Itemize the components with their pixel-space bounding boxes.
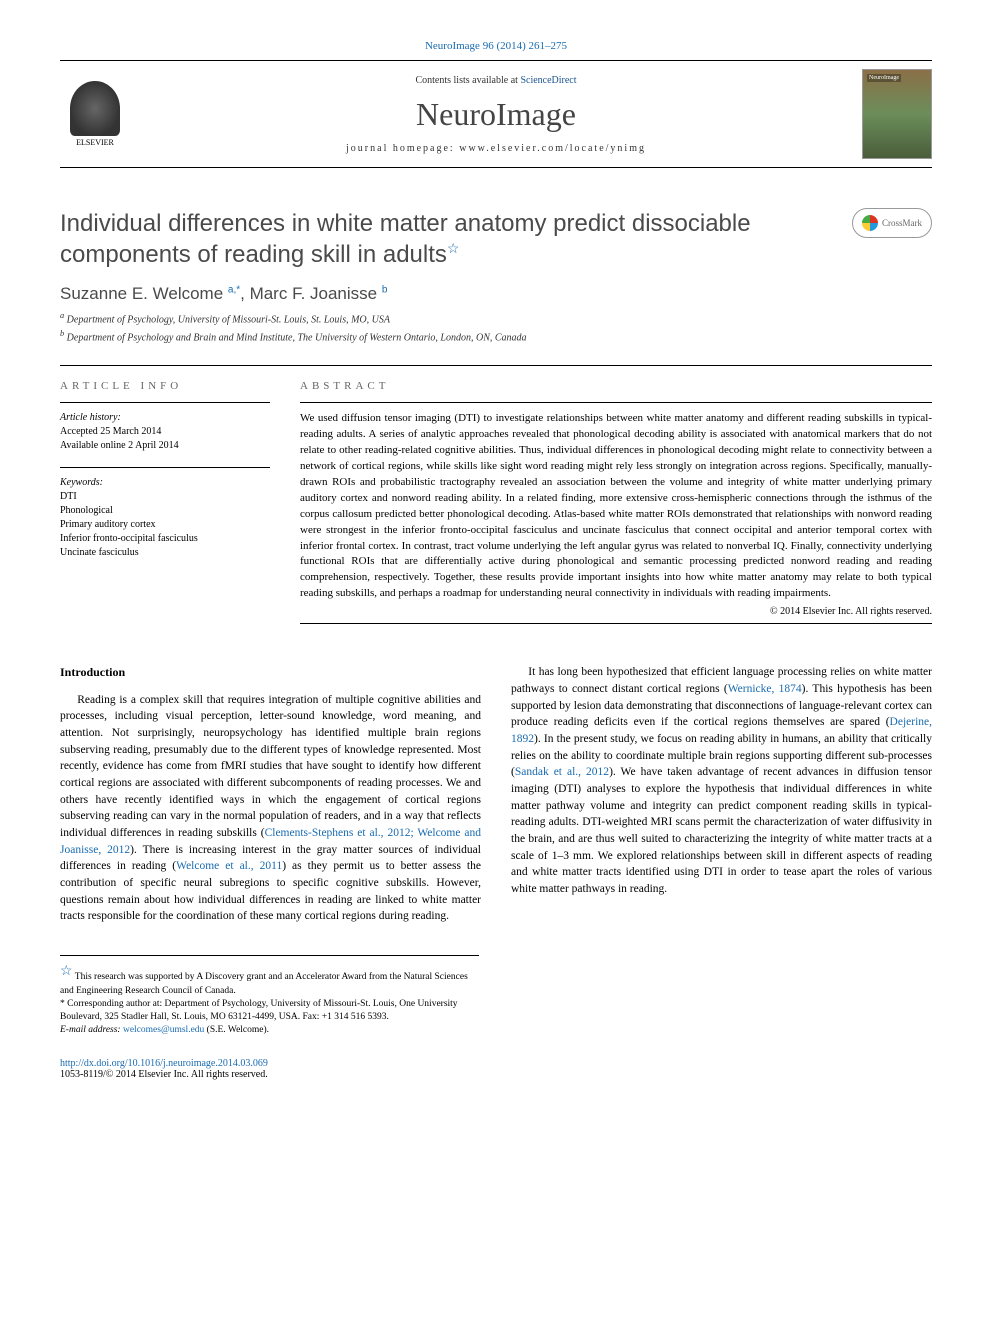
journal-ref-link[interactable]: NeuroImage 96 (2014) 261–275 [425, 40, 567, 52]
keyword-1: DTI [60, 490, 270, 504]
footnote-corr-text: Corresponding author at: Department of P… [60, 999, 458, 1022]
abstract-copyright: © 2014 Elsevier Inc. All rights reserved… [300, 606, 932, 617]
crossmark-badge[interactable]: CrossMark [852, 208, 932, 238]
affiliation-b: b Department of Psychology and Brain and… [60, 328, 932, 345]
footnote-email: E-mail address: welcomes@umsl.edu (S.E. … [60, 1024, 479, 1037]
doi-link[interactable]: http://dx.doi.org/10.1016/j.neuroimage.2… [60, 1058, 268, 1069]
page-footer: http://dx.doi.org/10.1016/j.neuroimage.2… [60, 1058, 932, 1080]
footnote-funding: ☆ This research was supported by A Disco… [60, 962, 479, 998]
intro-p2d: ). We have taken advantage of recent adv… [511, 766, 932, 895]
homepage-prefix: journal homepage: [346, 143, 459, 154]
keywords-label: Keywords: [60, 476, 270, 490]
title-text: Individual differences in white matter a… [60, 210, 751, 268]
article-info-column: article info Article history: Accepted 2… [60, 380, 270, 624]
intro-paragraph-1: Reading is a complex skill that requires… [60, 692, 481, 925]
history-label: Article history: [60, 411, 270, 425]
homepage-url: www.elsevier.com/locate/ynimg [459, 143, 646, 154]
article-page: NeuroImage 96 (2014) 261–275 ELSEVIER Co… [0, 0, 992, 1120]
abstract-text: We used diffusion tensor imaging (DTI) t… [300, 402, 932, 602]
citation-welcome2011[interactable]: Welcome et al., 2011 [176, 860, 282, 872]
title-section: Individual differences in white matter a… [60, 208, 932, 270]
affiliations: a Department of Psychology, University o… [60, 310, 932, 345]
history-online: Available online 2 April 2014 [60, 439, 270, 453]
journal-name: NeuroImage [130, 96, 862, 133]
contents-line: Contents lists available at ScienceDirec… [130, 75, 862, 86]
intro-paragraph-2: It has long been hypothesized that effic… [511, 664, 932, 897]
body-columns: Introduction Reading is a complex skill … [60, 664, 932, 925]
abstract-column: abstract We used diffusion tensor imagin… [300, 380, 932, 624]
elsevier-label: ELSEVIER [76, 138, 114, 147]
info-abstract-row: article info Article history: Accepted 2… [60, 365, 932, 624]
issn-copyright: 1053-8119/© 2014 Elsevier Inc. All right… [60, 1069, 932, 1080]
journal-cover-thumbnail [862, 69, 932, 159]
intro-p1a: Reading is a complex skill that requires… [60, 694, 481, 839]
affiliation-b-text: Department of Psychology and Brain and M… [67, 332, 527, 343]
keyword-5: Uncinate fasciculus [60, 546, 270, 560]
citation-sandak[interactable]: Sandak et al., 2012 [515, 766, 609, 778]
email-link[interactable]: welcomes@umsl.edu [123, 1025, 204, 1035]
citation-wernicke[interactable]: Wernicke, 1874 [728, 683, 802, 695]
elsevier-tree-icon [70, 81, 120, 136]
article-history-block: Article history: Accepted 25 March 2014 … [60, 402, 270, 453]
journal-reference: NeuroImage 96 (2014) 261–275 [60, 40, 932, 52]
author-2: , Marc F. Joanisse [240, 284, 382, 303]
footnotes: ☆ This research was supported by A Disco… [60, 955, 479, 1038]
keyword-2: Phonological [60, 504, 270, 518]
abstract-bottom-rule [300, 623, 932, 624]
article-title: Individual differences in white matter a… [60, 208, 832, 270]
elsevier-logo: ELSEVIER [60, 74, 130, 154]
journal-header: ELSEVIER Contents lists available at Sci… [60, 60, 932, 168]
keywords-block: Keywords: DTI Phonological Primary audit… [60, 467, 270, 560]
author-2-sup: b [382, 285, 388, 296]
contents-prefix: Contents lists available at [415, 75, 520, 86]
history-accepted: Accepted 25 March 2014 [60, 425, 270, 439]
author-1: Suzanne E. Welcome [60, 284, 228, 303]
journal-homepage: journal homepage: www.elsevier.com/locat… [130, 143, 862, 154]
header-center: Contents lists available at ScienceDirec… [130, 75, 862, 154]
title-footnote-star: ☆ [447, 240, 460, 256]
email-label: E-mail address: [60, 1025, 123, 1035]
keyword-3: Primary auditory cortex [60, 518, 270, 532]
sciencedirect-link[interactable]: ScienceDirect [520, 75, 576, 86]
footnote-corresponding: * Corresponding author at: Department of… [60, 998, 479, 1025]
footnote-funding-text: This research was supported by A Discove… [60, 972, 468, 995]
introduction-heading: Introduction [60, 664, 481, 681]
article-info-label: article info [60, 380, 270, 392]
affiliation-a: a Department of Psychology, University o… [60, 310, 932, 327]
affiliation-a-text: Department of Psychology, University of … [67, 315, 390, 326]
author-1-sup: a,* [228, 285, 240, 296]
email-suffix: (S.E. Welcome). [204, 1025, 269, 1035]
crossmark-label: CrossMark [882, 218, 922, 228]
keyword-4: Inferior fronto-occipital fasciculus [60, 532, 270, 546]
abstract-label: abstract [300, 380, 932, 392]
authors-line: Suzanne E. Welcome a,*, Marc F. Joanisse… [60, 284, 932, 304]
